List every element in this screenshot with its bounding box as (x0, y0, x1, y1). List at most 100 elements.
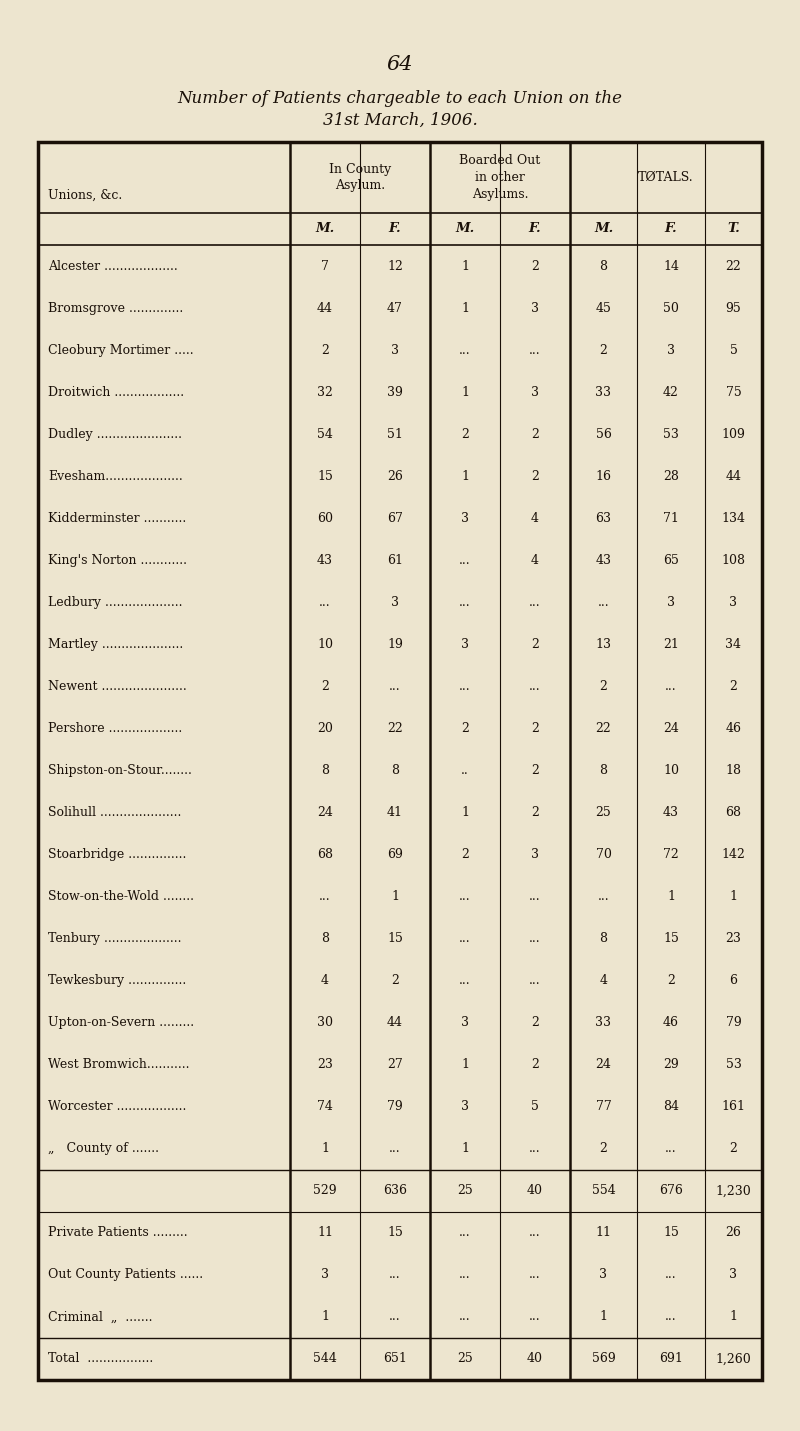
Text: ...: ... (459, 554, 471, 567)
Text: King's Norton ............: King's Norton ............ (48, 554, 187, 567)
Text: 2: 2 (531, 806, 539, 819)
Text: 2: 2 (599, 343, 607, 356)
Text: 79: 79 (387, 1100, 403, 1113)
Text: 46: 46 (663, 1016, 679, 1029)
Text: 3: 3 (391, 595, 399, 608)
Text: Kidderminster ...........: Kidderminster ........... (48, 512, 186, 525)
Text: 3: 3 (531, 302, 539, 315)
Text: 19: 19 (387, 638, 403, 651)
Text: 1,230: 1,230 (716, 1185, 751, 1198)
Text: 25: 25 (457, 1185, 473, 1198)
Text: 28: 28 (663, 469, 679, 482)
Text: 53: 53 (663, 428, 679, 441)
Text: ...: ... (459, 343, 471, 356)
Text: 3: 3 (730, 1268, 738, 1281)
Text: M.: M. (315, 222, 334, 236)
Text: 3: 3 (730, 595, 738, 608)
Text: 2: 2 (599, 680, 607, 693)
Text: 3: 3 (531, 849, 539, 861)
Text: 3: 3 (461, 512, 469, 525)
Text: ...: ... (665, 1142, 677, 1155)
Text: 10: 10 (317, 638, 333, 651)
Text: 72: 72 (663, 849, 679, 861)
Text: West Bromwich...........: West Bromwich........... (48, 1058, 190, 1072)
Text: F.: F. (389, 222, 402, 236)
Text: 56: 56 (595, 428, 611, 441)
Text: TØTALS.: TØTALS. (638, 170, 694, 185)
Text: 46: 46 (726, 721, 742, 736)
Text: ...: ... (529, 595, 541, 608)
Text: 31st March, 1906.: 31st March, 1906. (322, 112, 478, 129)
Text: 2: 2 (321, 343, 329, 356)
Text: 22: 22 (596, 721, 611, 736)
Text: 11: 11 (595, 1226, 611, 1239)
Text: 108: 108 (722, 554, 746, 567)
Text: Alcester ...................: Alcester ................... (48, 259, 178, 272)
Text: 64: 64 (386, 54, 414, 74)
Text: 2: 2 (461, 721, 469, 736)
Text: 2: 2 (531, 721, 539, 736)
Text: 3: 3 (461, 638, 469, 651)
Text: Private Patients .........: Private Patients ......... (48, 1226, 188, 1239)
Text: 1: 1 (461, 259, 469, 272)
Text: 24: 24 (663, 721, 679, 736)
Text: 74: 74 (317, 1100, 333, 1113)
Text: Upton-on-Severn .........: Upton-on-Severn ......... (48, 1016, 194, 1029)
Text: 84: 84 (663, 1100, 679, 1113)
Text: Droitwich ..................: Droitwich .................. (48, 385, 184, 399)
Text: 95: 95 (726, 302, 742, 315)
Text: 651: 651 (383, 1352, 407, 1365)
Text: 22: 22 (726, 259, 742, 272)
Text: 2: 2 (667, 975, 675, 987)
Text: ...: ... (529, 975, 541, 987)
Text: 44: 44 (726, 469, 742, 482)
Text: 5: 5 (531, 1100, 539, 1113)
Bar (38, 142, 762, 1379)
Text: 544: 544 (313, 1352, 337, 1365)
Text: ..: .. (461, 764, 469, 777)
Text: T.: T. (727, 222, 740, 236)
Text: ...: ... (529, 932, 541, 944)
Text: 636: 636 (383, 1185, 407, 1198)
Text: F.: F. (665, 222, 678, 236)
Text: 68: 68 (726, 806, 742, 819)
Text: 30: 30 (317, 1016, 333, 1029)
Text: „   County of .......: „ County of ....... (48, 1142, 159, 1155)
Text: ...: ... (459, 595, 471, 608)
Text: ...: ... (529, 890, 541, 903)
Text: 1: 1 (321, 1142, 329, 1155)
Text: ...: ... (529, 1226, 541, 1239)
Text: 11: 11 (317, 1226, 333, 1239)
Text: 2: 2 (531, 1016, 539, 1029)
Text: 27: 27 (387, 1058, 403, 1072)
Text: 67: 67 (387, 512, 403, 525)
Text: Martley .....................: Martley ..................... (48, 638, 183, 651)
Text: Boarded Out
in other
Asylums.: Boarded Out in other Asylums. (459, 155, 541, 200)
Text: 2: 2 (730, 1142, 738, 1155)
Text: 529: 529 (313, 1185, 337, 1198)
Text: 42: 42 (663, 385, 679, 399)
Text: Worcester ..................: Worcester .................. (48, 1100, 186, 1113)
Text: M.: M. (455, 222, 474, 236)
Text: 3: 3 (391, 343, 399, 356)
Text: ...: ... (529, 1268, 541, 1281)
Text: 25: 25 (596, 806, 611, 819)
Text: 2: 2 (730, 680, 738, 693)
Text: 3: 3 (531, 385, 539, 399)
Text: 21: 21 (663, 638, 679, 651)
Text: 10: 10 (663, 764, 679, 777)
Text: 2: 2 (531, 428, 539, 441)
Text: 3: 3 (461, 1016, 469, 1029)
Text: 45: 45 (595, 302, 611, 315)
Text: 15: 15 (663, 932, 679, 944)
Text: 44: 44 (387, 1016, 403, 1029)
Text: 676: 676 (659, 1185, 683, 1198)
Text: 554: 554 (592, 1185, 615, 1198)
Text: 1: 1 (461, 1142, 469, 1155)
Text: Shipston-on-Stour........: Shipston-on-Stour........ (48, 764, 192, 777)
Text: ...: ... (389, 1142, 401, 1155)
Text: 69: 69 (387, 849, 403, 861)
Text: 6: 6 (730, 975, 738, 987)
Text: 3: 3 (667, 595, 675, 608)
Text: 15: 15 (663, 1226, 679, 1239)
